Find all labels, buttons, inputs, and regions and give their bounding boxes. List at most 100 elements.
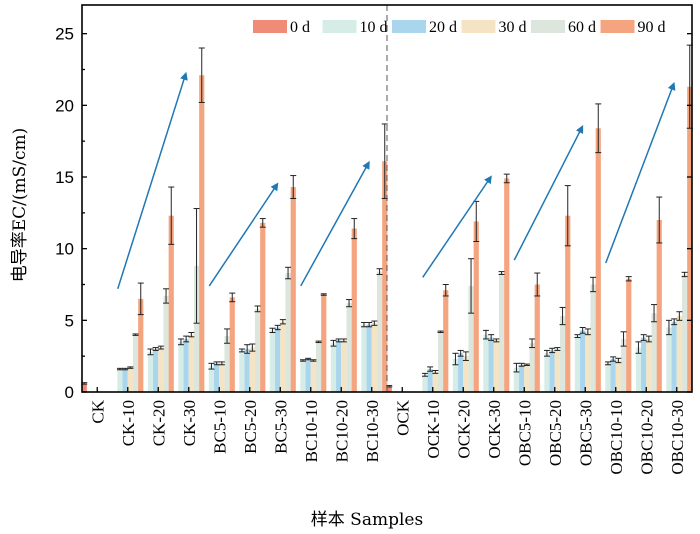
bar-bc5-20-20-d — [244, 349, 250, 392]
bar-ock-10-30-d — [432, 371, 438, 392]
error-bar-bc10-10-90-d — [320, 293, 327, 296]
bar-bc5-10-10-d — [208, 366, 215, 392]
error-bar-ck-10-10-d — [116, 367, 123, 371]
error-bar-ck-20-30-d — [157, 345, 164, 350]
bar-obc5-30-90-d — [595, 128, 601, 392]
bar-obc5-20-90-d — [565, 215, 571, 392]
bar-bc10-10-10-d — [300, 360, 306, 392]
error-bar-ck-10-20-d — [122, 367, 129, 371]
bar-bc5-10-20-d — [214, 363, 220, 392]
error-bar-bc10-30-60-d — [376, 268, 383, 275]
x-tick-label: CK-10 — [119, 400, 138, 446]
bar-obc10-20-20-d — [641, 337, 647, 392]
axes-layer — [81, 4, 693, 393]
bar-bc10-20-20-d — [336, 340, 342, 392]
bar-ock-30-10-d — [483, 334, 489, 392]
error-bar-ck-10-30-d — [127, 366, 134, 369]
error-bar-bc5-20-20-d — [244, 344, 251, 354]
trend-arrow-ock-10 — [422, 175, 492, 278]
error-bar-obc5-20-20-d — [549, 347, 556, 354]
bar-ock-10-20-d — [427, 369, 433, 392]
error-bar-obc5-10-20-d — [518, 362, 525, 367]
error-bar-bc5-30-20-d — [274, 324, 281, 331]
bar-obc10-10-90-d — [626, 278, 632, 392]
bar-obc10-20-60-d — [651, 313, 657, 392]
bar-bc10-30-20-d — [366, 324, 372, 392]
error-bar-obc10-30-10-d — [665, 319, 672, 336]
bar-obc5-10-90-d — [534, 284, 540, 392]
legend-label-90-d: 90 d — [638, 19, 666, 36]
error-bar-bc5-10-20-d — [213, 361, 220, 366]
bar-ock-30-90-d — [504, 178, 510, 392]
error-bar-bc5-20-10-d — [238, 348, 245, 353]
bar-bc5-10-30-d — [219, 363, 225, 392]
error-bar-bc5-30-90-d — [290, 175, 297, 199]
y-tick-label: 20 — [55, 96, 74, 115]
error-bar-ock-20-20-d — [457, 349, 464, 357]
bar-ck-20-20-d — [153, 349, 159, 392]
error-bar-bc10-30-30-d — [371, 320, 378, 326]
error-bar-bc10-20-20-d — [335, 338, 342, 343]
error-bar-bc5-30-30-d — [279, 319, 286, 325]
bar-bc5-10-60-d — [224, 336, 230, 392]
bar-ck-30-30-d — [188, 334, 194, 392]
bar-bc5-20-30-d — [249, 347, 255, 392]
legend-swatch-30-d — [461, 20, 496, 33]
bar-obc10-20-30-d — [646, 338, 652, 392]
bar-ck-10-60-d — [132, 334, 139, 392]
bar-bc10-30-90-d — [382, 161, 388, 392]
y-tick-labels: 0 5 10 15 20 25 — [55, 25, 74, 402]
bar-obc10-10-20-d — [610, 359, 616, 392]
x-tick-label: BC5-20 — [241, 400, 260, 454]
bar-obc5-10-30-d — [524, 364, 530, 392]
bar-bc10-20-30-d — [341, 340, 347, 392]
legend-swatch-90-d — [600, 20, 635, 33]
error-bar-obc10-10-10-d — [604, 361, 611, 366]
error-bar-ck-20-10-d — [147, 348, 154, 356]
trend-arrow-obc5-10 — [513, 125, 584, 261]
bar-obc5-10-60-d — [529, 343, 535, 392]
error-bar-obc5-20-10-d — [543, 349, 550, 357]
error-bar-obc10-10-20-d — [610, 356, 617, 362]
bar-bc10-30-30-d — [371, 323, 377, 392]
trend-arrow-bc10-10 — [300, 160, 370, 287]
error-bar-ock-10-90-d — [442, 284, 449, 297]
legend-label-60-d: 60 d — [568, 19, 596, 36]
error-bar-bc5-30-60-d — [285, 266, 292, 280]
error-bar-obc5-20-30-d — [554, 347, 561, 351]
error-bar-obc5-10-10-d — [513, 362, 520, 373]
bar-bc10-20-10-d — [330, 343, 337, 392]
error-bar-bc5-20-60-d — [254, 305, 261, 313]
legend-label-0-d: 0 d — [290, 19, 310, 36]
bar-bc5-30-90-d — [290, 187, 296, 392]
error-bar-ck-20-90-d — [168, 186, 175, 245]
error-bar-ck-30-60-d — [193, 208, 200, 324]
error-bar-bc5-10-60-d — [224, 328, 231, 344]
bar-ock-20-90-d — [473, 221, 479, 392]
x-tick-label: OBC5-20 — [546, 400, 565, 466]
error-bar-obc10-20-90-d — [656, 196, 663, 244]
x-tick-label: OBC10-10 — [607, 400, 626, 475]
legend-label-30-d: 30 d — [499, 19, 527, 36]
error-bar-bc10-10-60-d — [315, 340, 322, 344]
bar-bc10-30-10-d — [361, 324, 367, 392]
bar-ock-30-20-d — [488, 337, 494, 392]
x-tick-label: BC10-20 — [332, 400, 351, 462]
error-bar-ock-30-10-d — [482, 329, 489, 340]
bar-ck-30-20-d — [183, 338, 189, 392]
legend-swatch-60-d — [531, 20, 565, 33]
error-bar-obc5-30-90-d — [595, 103, 602, 154]
error-bar-bc5-20-30-d — [249, 343, 256, 352]
x-tick-label: BC10-10 — [302, 400, 321, 462]
error-bar-ock-10-20-d — [427, 366, 434, 372]
error-bar-ock-30-90-d — [503, 173, 510, 184]
error-bar-bc10-30-10-d — [360, 321, 367, 328]
error-bar-ck-30-90-d — [198, 47, 205, 103]
x-tick-label: BC10-30 — [363, 400, 382, 462]
bar-ck-20-60-d — [163, 295, 169, 392]
bar-bc5-30-20-d — [275, 327, 281, 392]
bar-bc10-20-60-d — [346, 303, 352, 392]
bar-obc5-10-10-d — [513, 367, 520, 392]
y-tick-label: 5 — [65, 311, 74, 330]
